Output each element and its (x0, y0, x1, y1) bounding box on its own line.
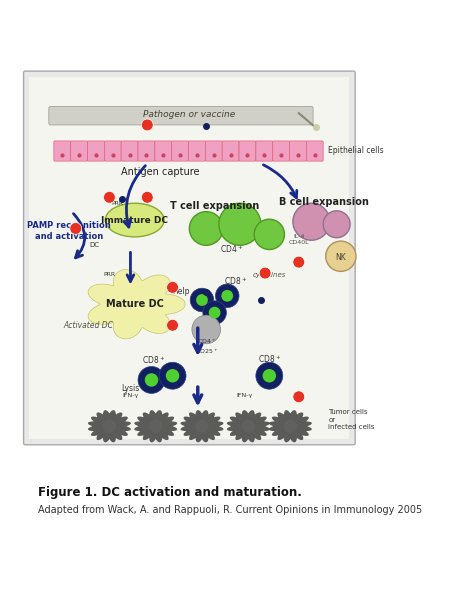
Text: CD4$^+$: CD4$^+$ (220, 244, 243, 256)
Circle shape (70, 223, 81, 235)
FancyBboxPatch shape (306, 141, 323, 161)
FancyBboxPatch shape (155, 141, 172, 161)
Ellipse shape (105, 203, 164, 237)
Circle shape (103, 419, 116, 433)
Circle shape (203, 301, 226, 325)
FancyBboxPatch shape (273, 141, 289, 161)
Text: CD4$^+$
CD25$^+$: CD4$^+$ CD25$^+$ (194, 337, 218, 356)
Text: PAMP recognition
and activation: PAMP recognition and activation (27, 221, 111, 241)
Circle shape (259, 267, 271, 279)
Circle shape (323, 211, 350, 238)
Circle shape (159, 362, 186, 389)
Circle shape (221, 290, 233, 302)
Circle shape (190, 288, 214, 312)
Text: Pathogen or vaccine: Pathogen or vaccine (143, 110, 235, 119)
Text: Activated DC: Activated DC (63, 321, 113, 330)
Polygon shape (88, 269, 185, 339)
Text: CD8$^+$: CD8$^+$ (258, 353, 281, 365)
Circle shape (196, 294, 208, 306)
Circle shape (138, 367, 165, 394)
Text: B cell expansion: B cell expansion (279, 197, 369, 206)
Circle shape (145, 373, 158, 386)
FancyBboxPatch shape (54, 141, 71, 161)
Circle shape (293, 391, 305, 403)
Polygon shape (227, 410, 270, 442)
FancyBboxPatch shape (49, 106, 313, 125)
Circle shape (219, 203, 261, 245)
Text: CD8$^+$: CD8$^+$ (224, 275, 247, 287)
Text: PRR: PRR (112, 201, 124, 206)
Circle shape (141, 119, 153, 131)
FancyBboxPatch shape (222, 141, 239, 161)
FancyBboxPatch shape (71, 141, 88, 161)
Circle shape (141, 191, 153, 203)
Circle shape (254, 219, 284, 250)
FancyBboxPatch shape (29, 77, 349, 439)
FancyBboxPatch shape (138, 141, 155, 161)
FancyBboxPatch shape (23, 71, 355, 445)
Text: Lysis: Lysis (122, 384, 140, 393)
Text: IL-4
CD40L: IL-4 CD40L (288, 234, 309, 245)
Circle shape (256, 362, 283, 389)
Text: Adapted from Wack, A. and Rappuoli, R. Current Opinions in Immunology 2005: Adapted from Wack, A. and Rappuoli, R. C… (38, 505, 422, 515)
Text: IFN-γ: IFN-γ (122, 392, 139, 398)
FancyBboxPatch shape (104, 141, 121, 161)
Circle shape (195, 419, 209, 433)
Text: cytokines: cytokines (252, 272, 286, 278)
Circle shape (104, 191, 115, 203)
FancyBboxPatch shape (121, 141, 138, 161)
Circle shape (293, 203, 330, 240)
Polygon shape (269, 410, 312, 442)
Circle shape (209, 307, 220, 319)
Text: PRR: PRR (104, 272, 116, 277)
Text: T cell expansion: T cell expansion (170, 201, 259, 211)
Circle shape (149, 419, 162, 433)
Text: Immature DC: Immature DC (101, 215, 168, 224)
FancyBboxPatch shape (205, 141, 222, 161)
Circle shape (166, 369, 179, 382)
Circle shape (263, 369, 276, 382)
FancyBboxPatch shape (189, 141, 205, 161)
Text: NK: NK (336, 253, 346, 262)
Polygon shape (134, 410, 177, 442)
Text: Epithelial cells: Epithelial cells (328, 146, 384, 155)
Text: Figure 1. DC activation and maturation.: Figure 1. DC activation and maturation. (38, 487, 302, 499)
FancyBboxPatch shape (88, 141, 104, 161)
Circle shape (293, 256, 305, 268)
Circle shape (192, 315, 220, 344)
FancyBboxPatch shape (239, 141, 256, 161)
Circle shape (166, 319, 178, 331)
Circle shape (284, 419, 297, 433)
Circle shape (166, 281, 178, 293)
FancyBboxPatch shape (172, 141, 189, 161)
FancyBboxPatch shape (256, 141, 273, 161)
Polygon shape (180, 410, 224, 442)
Circle shape (189, 212, 223, 245)
Text: IFN-γ: IFN-γ (236, 392, 252, 398)
Circle shape (242, 419, 255, 433)
Text: CD8$^+$: CD8$^+$ (143, 355, 166, 367)
Text: Help: Help (172, 287, 190, 296)
Text: DC: DC (89, 242, 99, 248)
Circle shape (216, 284, 239, 308)
Text: Mature DC: Mature DC (106, 299, 164, 309)
Text: Antigen capture: Antigen capture (121, 167, 199, 177)
Polygon shape (88, 410, 131, 442)
Text: Tumor cells
or
infected cells: Tumor cells or infected cells (328, 409, 375, 430)
Circle shape (326, 241, 356, 271)
FancyBboxPatch shape (289, 141, 306, 161)
